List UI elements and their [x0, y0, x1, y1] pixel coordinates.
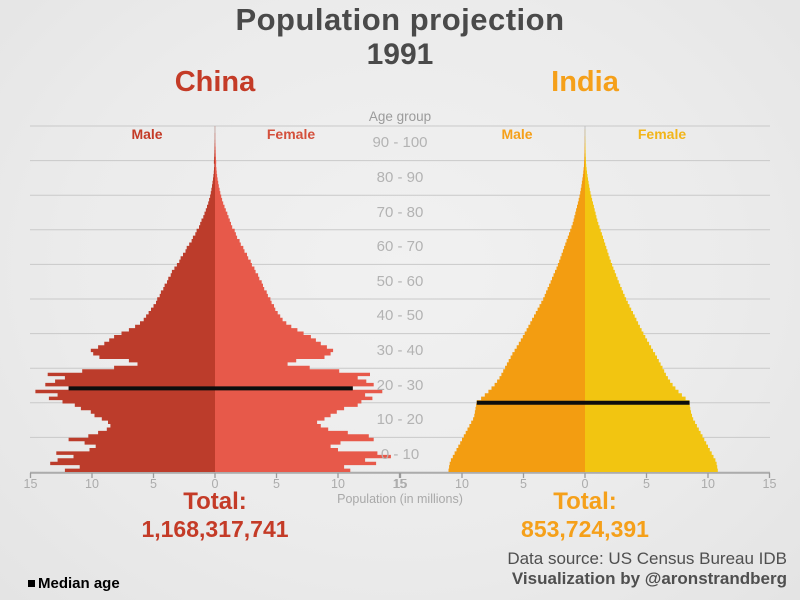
- age-group-label: 10 - 20: [376, 411, 424, 429]
- india-male-label: Male: [501, 126, 533, 142]
- india-female-pyramid: [585, 126, 718, 472]
- population-axis-title: Population (in millions): [337, 492, 463, 506]
- x-axis-tick-label: 15: [23, 477, 38, 491]
- age-group-label: 50 - 60: [376, 272, 424, 290]
- age-group-label: 20 - 30: [376, 376, 424, 394]
- x-axis-tick-label: 0: [581, 477, 589, 491]
- x-axis-tick-label: 5: [643, 477, 650, 491]
- china-male-label: Male: [131, 126, 163, 142]
- x-axis-tick-label: 5: [520, 477, 527, 491]
- median-age-legend-label: Median age: [38, 575, 120, 592]
- x-axis-tick-label: 10: [85, 477, 99, 491]
- page-title-year: 1991: [366, 38, 434, 71]
- x-axis-tick-label: 15: [762, 477, 777, 491]
- x-axis-tick-label: 10: [331, 477, 345, 491]
- india-female-label: Female: [637, 126, 687, 142]
- china-male-pyramid: [35, 126, 216, 472]
- india-total-label: Total:: [553, 488, 617, 515]
- country-title-china: China: [174, 66, 256, 98]
- china-female-label: Female: [266, 126, 316, 142]
- age-group-label: 90 - 100: [372, 134, 428, 152]
- x-axis-tick-label: 5: [150, 477, 157, 491]
- age-group-label: 30 - 40: [376, 341, 424, 359]
- x-axis-tick-label: 15: [393, 477, 408, 491]
- age-group-label: 60 - 70: [376, 238, 424, 256]
- x-axis-tick-label: 5: [273, 477, 280, 491]
- x-axis-tick-label: 15: [392, 477, 407, 491]
- country-title-india: India: [551, 66, 619, 98]
- age-group-label: 80 - 90: [376, 168, 424, 186]
- page-title: Population projection: [235, 2, 565, 37]
- india-total-value: 853,724,391: [521, 516, 649, 542]
- median-age-swatch-icon: [28, 580, 35, 587]
- attribution-text: Visualization by @aronstrandberg: [511, 569, 787, 588]
- age-group-label: 70 - 80: [376, 203, 424, 221]
- x-axis-tick-label: 10: [455, 477, 469, 491]
- x-axis-tick-label: 10: [701, 477, 715, 491]
- china-total-label: Total:: [183, 488, 247, 515]
- x-axis-tick-label: 0: [211, 477, 219, 491]
- median-age-legend: Median age: [28, 575, 228, 592]
- china-total-value: 1,168,317,741: [141, 516, 289, 542]
- age-group-label: 0 - 10: [380, 445, 420, 463]
- india-male-pyramid: [448, 126, 585, 472]
- age-group-label: 40 - 50: [376, 307, 424, 325]
- age-group-axis-title: Age group: [368, 109, 432, 124]
- data-source-text: Data source: US Census Bureau IDB: [507, 549, 787, 568]
- china-female-pyramid: [215, 126, 391, 472]
